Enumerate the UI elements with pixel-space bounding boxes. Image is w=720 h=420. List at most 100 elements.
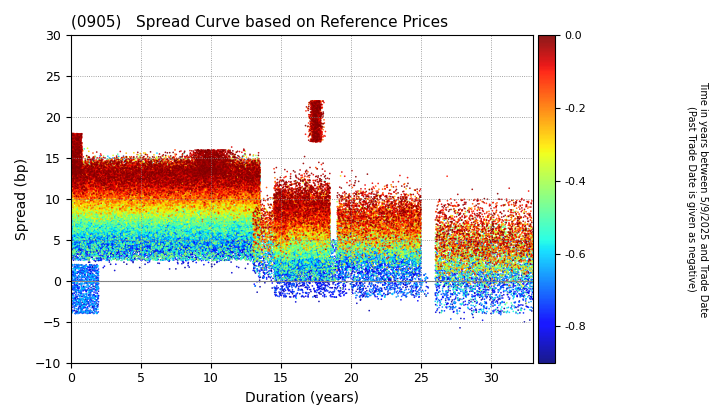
Point: [310, 275, 321, 281]
Point: [216, 205, 228, 212]
Point: [455, 270, 467, 276]
Point: [217, 171, 228, 178]
Point: [238, 220, 249, 226]
Point: [132, 216, 144, 223]
Point: [78, 180, 89, 187]
Point: [201, 158, 212, 165]
Point: [435, 275, 446, 282]
Point: [521, 208, 532, 215]
Point: [163, 232, 175, 239]
Point: [147, 178, 158, 184]
Point: [152, 256, 163, 262]
Point: [292, 216, 303, 223]
Point: [510, 202, 521, 209]
Point: [192, 174, 203, 181]
Point: [111, 222, 122, 228]
Point: [503, 213, 514, 219]
Point: [284, 186, 295, 193]
Point: [310, 247, 322, 254]
Point: [220, 176, 232, 183]
Point: [94, 237, 106, 244]
Point: [333, 225, 345, 232]
Point: [184, 209, 196, 215]
Point: [269, 259, 280, 265]
Point: [104, 228, 116, 235]
Point: [150, 181, 161, 188]
Point: [405, 239, 416, 246]
Point: [97, 222, 109, 229]
Point: [368, 251, 379, 258]
Point: [198, 228, 210, 235]
Point: [228, 165, 239, 171]
Point: [132, 158, 144, 165]
Point: [240, 184, 252, 190]
Point: [233, 164, 244, 171]
Point: [197, 214, 209, 221]
Point: [271, 216, 283, 223]
Point: [243, 235, 255, 242]
Point: [189, 232, 201, 239]
Point: [235, 229, 247, 236]
Point: [140, 218, 151, 224]
Point: [94, 216, 106, 223]
Point: [164, 197, 176, 203]
Point: [252, 169, 264, 176]
Point: [120, 200, 132, 206]
Point: [74, 149, 86, 156]
Point: [495, 237, 506, 244]
Point: [235, 238, 246, 244]
Point: [164, 210, 176, 217]
Point: [107, 192, 118, 199]
Point: [286, 194, 297, 200]
Point: [453, 247, 464, 254]
Point: [67, 204, 78, 211]
Point: [283, 218, 294, 224]
Point: [109, 156, 120, 163]
Point: [97, 241, 109, 247]
Point: [335, 206, 346, 213]
Point: [374, 286, 385, 293]
Point: [223, 184, 235, 190]
Point: [461, 235, 472, 242]
Point: [246, 217, 257, 224]
Point: [261, 239, 273, 245]
Point: [515, 257, 526, 263]
Point: [167, 239, 179, 246]
Point: [75, 240, 86, 247]
Point: [148, 226, 159, 232]
Point: [317, 242, 328, 249]
Point: [228, 244, 240, 251]
Point: [171, 171, 182, 177]
Point: [197, 169, 209, 176]
Point: [210, 199, 222, 205]
Point: [89, 165, 100, 172]
Point: [194, 157, 206, 164]
Point: [145, 223, 156, 230]
Point: [314, 253, 325, 260]
Point: [263, 224, 274, 231]
Point: [197, 164, 209, 171]
Point: [147, 184, 158, 191]
Point: [150, 182, 162, 189]
Point: [278, 266, 289, 273]
Point: [149, 250, 161, 257]
Point: [282, 223, 294, 230]
Point: [233, 178, 244, 185]
Point: [125, 171, 137, 178]
Point: [340, 244, 351, 250]
Point: [66, 297, 77, 304]
Point: [436, 253, 448, 260]
Point: [310, 234, 321, 241]
Point: [313, 298, 325, 305]
Point: [197, 208, 209, 215]
Point: [181, 173, 192, 180]
Point: [170, 174, 181, 181]
Point: [516, 281, 528, 288]
Point: [134, 165, 145, 172]
Point: [463, 235, 474, 242]
Point: [155, 206, 166, 213]
Point: [107, 200, 119, 207]
Point: [233, 228, 244, 235]
Point: [77, 175, 89, 182]
Point: [386, 212, 397, 219]
